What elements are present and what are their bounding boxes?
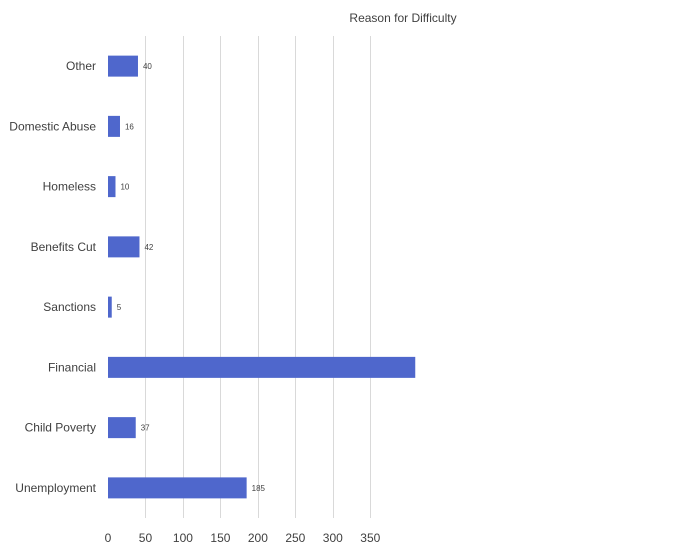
x-tick-label: 250 <box>285 531 305 544</box>
bar <box>108 417 136 439</box>
x-axis-tick-labels: 0 50 100 150 200 250 300 350 <box>105 531 381 544</box>
bar <box>108 477 247 499</box>
category-label: Other <box>66 59 96 73</box>
category-label: Unemployment <box>15 481 96 495</box>
category-label: Sanctions <box>43 300 96 314</box>
x-tick-label: 150 <box>210 531 230 544</box>
category-label: Domestic Abuse <box>9 119 96 133</box>
x-tick-label: 300 <box>323 531 343 544</box>
category-label: Homeless <box>43 180 96 194</box>
category-label: Benefits Cut <box>31 240 97 254</box>
chart-title: Reason for Difficulty <box>349 11 456 25</box>
x-tick-label: 100 <box>173 531 193 544</box>
x-tick-label: 0 <box>105 531 112 544</box>
category-label: Financial <box>48 360 96 374</box>
bar <box>108 296 112 318</box>
gridlines <box>145 36 371 518</box>
category-label: Child Poverty <box>25 421 96 435</box>
data-label: 40 <box>143 62 152 71</box>
data-label: 185 <box>252 484 266 493</box>
x-tick-label: 50 <box>139 531 153 544</box>
category-labels: Other Domestic Abuse Homeless Benefits Cut S… <box>9 59 96 495</box>
data-label: 10 <box>120 183 129 192</box>
data-label: 16 <box>125 122 134 131</box>
bar <box>108 356 416 378</box>
bar <box>108 115 120 137</box>
x-tick-label: 350 <box>360 531 380 544</box>
data-label: 37 <box>141 424 150 433</box>
data-label: 5 <box>117 303 122 312</box>
x-tick-label: 200 <box>248 531 268 544</box>
data-label: 42 <box>144 243 153 252</box>
bars <box>108 55 416 499</box>
bar <box>108 236 140 258</box>
bar <box>108 55 138 77</box>
data-labels: 40 16 10 42 5 37 185 <box>117 62 266 493</box>
bar <box>108 176 116 198</box>
